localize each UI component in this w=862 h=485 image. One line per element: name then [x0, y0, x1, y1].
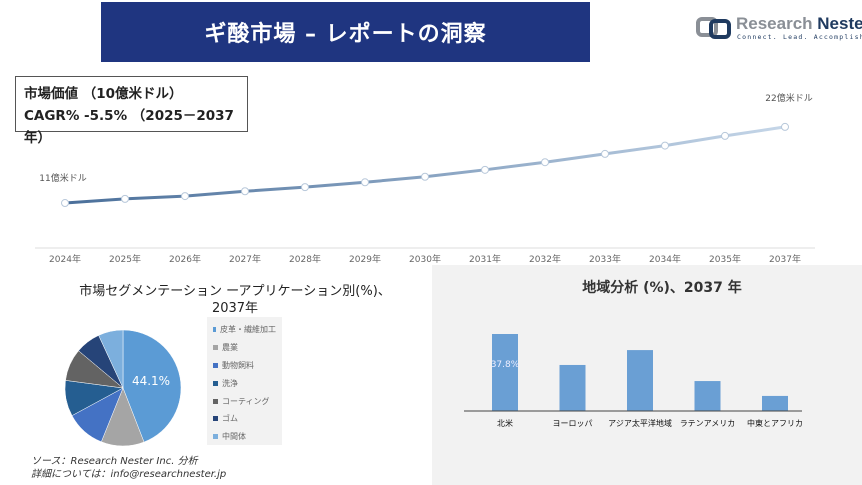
x-tick-label: 2024年 [49, 253, 81, 265]
x-tick-label: 2026年 [169, 253, 201, 265]
bar [627, 350, 653, 411]
legend-label: ゴム [222, 414, 238, 424]
x-tick-label: ヨーロッパ [553, 419, 593, 428]
data-point [721, 131, 729, 140]
regional-analysis-panel: 地域分析 (%)、2037 年 北米 ヨーロッパ アジア太平洋地域 ラテンアメリカ 中東… [432, 265, 862, 485]
data-point [421, 172, 429, 181]
data-point [361, 178, 369, 187]
x-tick-label: 中東とアフリカ [747, 418, 803, 428]
data-point [481, 165, 489, 174]
legend-swatch [213, 345, 218, 351]
x-tick-label: 2033年 [589, 253, 621, 265]
pie-legend: 皮革・繊維加工 農業動物飼料洗浄コーティング ゴム中間体 [207, 317, 282, 445]
bar [694, 381, 721, 411]
x-tick-label: 2030年 [409, 253, 441, 265]
legend-item: 農業 [213, 339, 276, 357]
legend-swatch [213, 362, 218, 368]
x-tick-label: 2029年 [349, 253, 381, 265]
data-point [601, 149, 609, 158]
x-tick-label: 北米 [497, 418, 513, 428]
legend-item: コーティング [213, 392, 276, 410]
legend-item: ゴム [213, 410, 276, 428]
first-value-label: 11億米ドル [39, 172, 86, 184]
legend-item: 皮革・繊維加工 [213, 321, 276, 339]
last-value-label: 22億米ドル [765, 92, 812, 104]
x-tick-label: ラテンアメリカ [680, 419, 736, 428]
source-text: ソース：Research Nester Inc. 分析 [31, 456, 198, 467]
bar-chart: 北米 ヨーロッパ アジア太平洋地域 ラテンアメリカ 中東とアフリカ 37.8% [464, 334, 803, 428]
legend-swatch [213, 380, 218, 386]
x-tick-label: 2031年 [469, 253, 501, 265]
market-line-chart: 2024年 2025年 2026年 2027年 2028年 2029年 2030年 2031年… [35, 92, 815, 265]
market-info-box: 市場価値 （10億米ドル） CAGR% -5.5% （2025－2037年） [15, 76, 248, 146]
cagr-label: CAGR% -5.5% （2025－2037年） [24, 108, 234, 146]
legend-swatch [213, 327, 216, 333]
pie-slice [98, 329, 124, 389]
data-point [781, 122, 789, 131]
bar [492, 334, 518, 411]
bar-data-label: 37.8% [491, 360, 520, 370]
legend-label: 洗浄 [222, 378, 238, 388]
x-tick-label: 2034年 [649, 253, 681, 265]
legend-item: 洗浄 [213, 374, 276, 392]
legend-label: コーティング [222, 396, 270, 406]
legend-label: 中間体 [222, 432, 246, 442]
bar-title: 地域分析 (%)、2037 年 [582, 280, 742, 296]
bar [559, 364, 586, 411]
x-tick-label: 2028年 [289, 253, 321, 265]
pie-title: 市場セグメンテーション ーアプリケーション別(%)、2037年 [79, 284, 391, 316]
x-tick-label: 2025年 [109, 253, 141, 265]
x-tick-label: 2027年 [229, 253, 261, 265]
data-point [541, 158, 549, 167]
legend-label: 皮革・繊維加工 [220, 325, 276, 335]
research-nester-logo: Research Nester Connect. Lead. Accomplis… [696, 14, 862, 44]
pie-data-label: 44.1% [132, 374, 170, 388]
line-series [64, 125, 786, 205]
pie-chart: 44.1% [64, 329, 182, 447]
page-title: ギ酸市場 – レポートの洞察 [101, 2, 590, 62]
data-point [301, 183, 309, 192]
market-value-label: 市場価値 （10億米ドル） [24, 86, 183, 102]
bar [762, 395, 788, 411]
data-point [661, 141, 669, 150]
legend-swatch [213, 416, 218, 422]
application-segment-panel: 市場セグメンテーション ーアプリケーション別(%)、2037年 44.1% 皮革… [0, 265, 432, 485]
pie-slice [122, 329, 182, 443]
legend-item: 動物飼料 [213, 357, 276, 375]
legend-item: 中間体 [213, 428, 276, 446]
legend-swatch [213, 434, 218, 440]
logo-icon [696, 17, 731, 39]
legend-label: 農業 [222, 343, 238, 353]
data-point [241, 187, 249, 196]
x-tick-label: 2032年 [529, 253, 561, 265]
x-tick-label: 2037年 [769, 253, 801, 265]
contact-text: 詳細については：info@researchnester.jp [31, 469, 227, 480]
x-tick-label: アジア太平洋地域 [608, 418, 672, 428]
data-point [61, 199, 69, 208]
legend-label: 動物飼料 [222, 360, 254, 370]
x-tick-label: 2035年 [709, 253, 741, 265]
legend-swatch [213, 398, 218, 404]
data-point [181, 192, 189, 201]
data-point [121, 194, 129, 203]
